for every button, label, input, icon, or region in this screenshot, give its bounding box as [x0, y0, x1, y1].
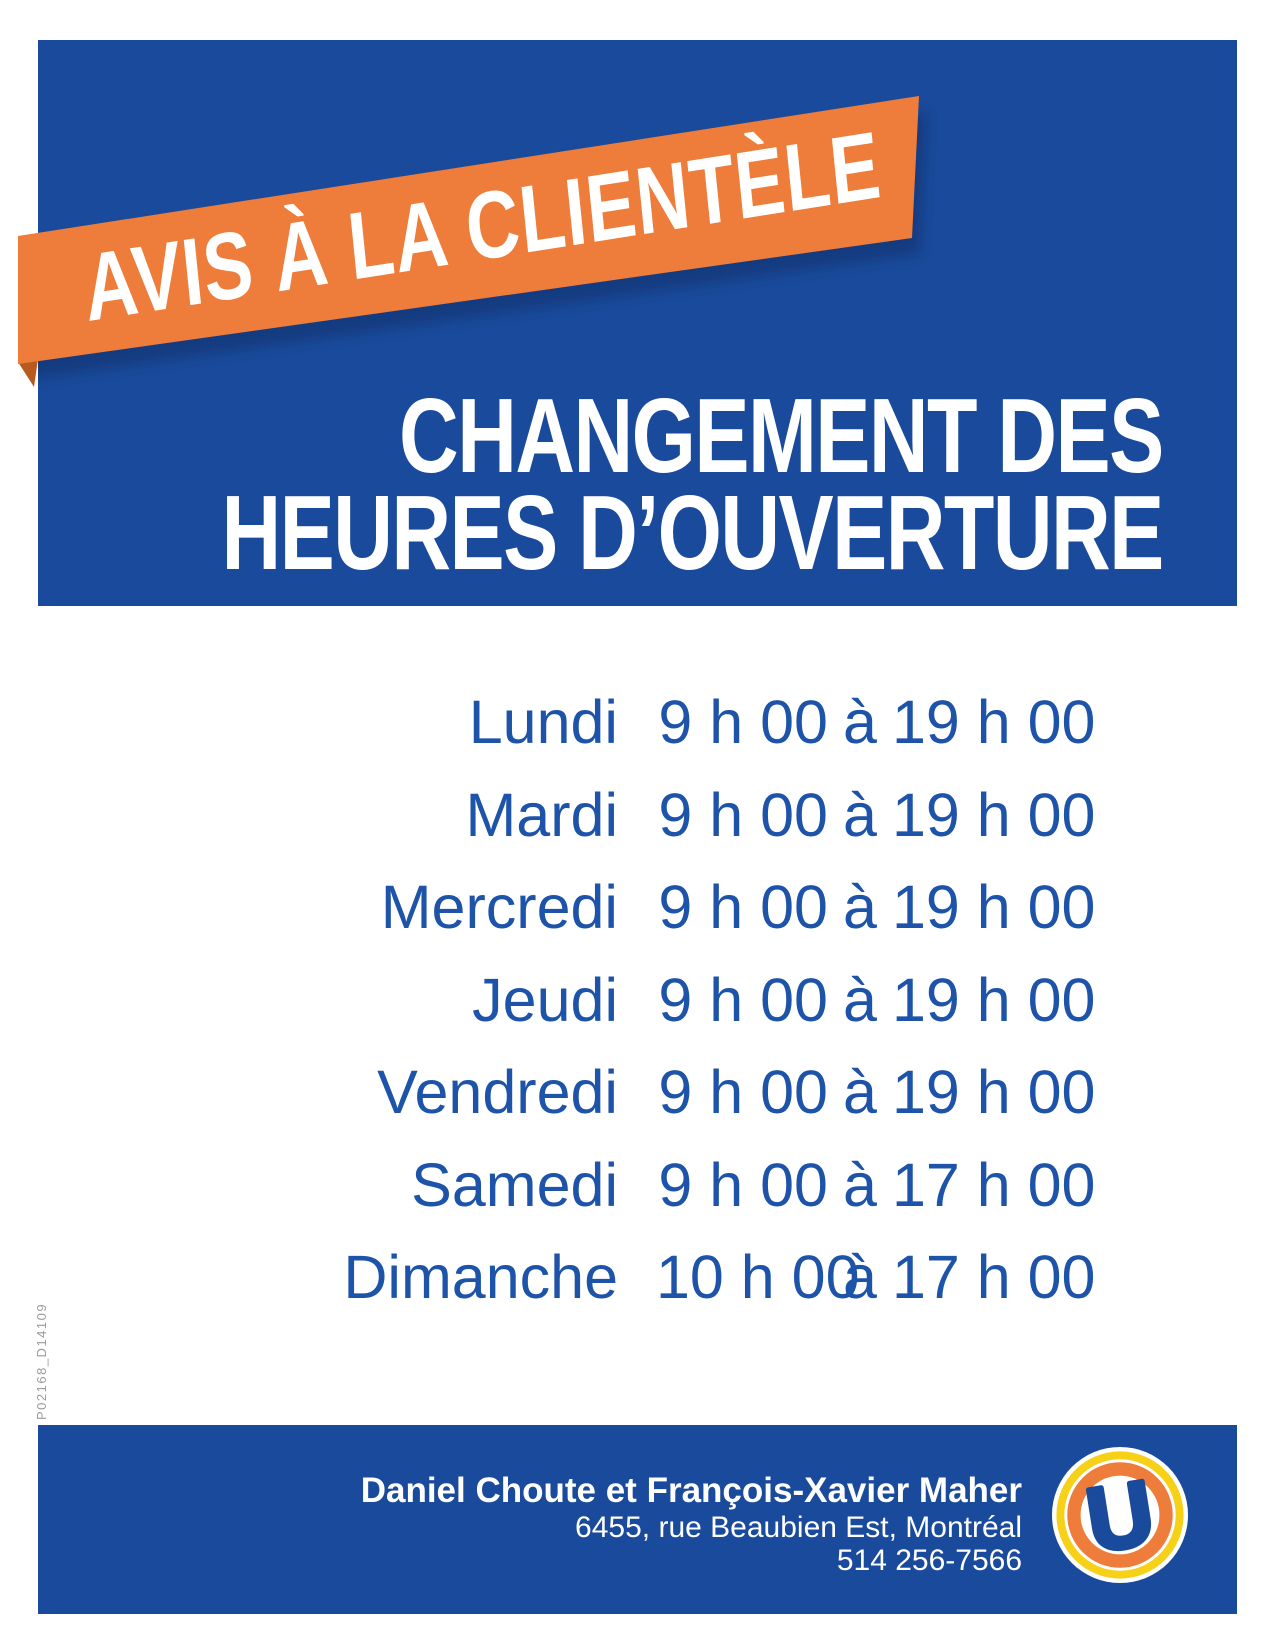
time-range: 9 h 00 à 19 h 00: [656, 1046, 1095, 1139]
opening-hours-table: Lundi 9 h 00 à 19 h 00 Mardi 9 h 00 à 19…: [250, 676, 1150, 1324]
day-label: Mercredi: [380, 873, 618, 941]
day-label: Mardi: [465, 780, 618, 849]
store-logo: U: [1051, 1446, 1189, 1584]
start-time: 10 h 00: [656, 1243, 860, 1311]
start-time: 9 h 00: [658, 1058, 828, 1126]
time-separator: à: [843, 965, 877, 1034]
table-row: Mardi 9 h 00 à 19 h 00: [250, 769, 1150, 862]
logo-disc: [1080, 1475, 1160, 1555]
table-row: Jeudi 9 h 00 à 19 h 00: [250, 954, 1150, 1047]
day-label: Dimanche: [343, 1243, 618, 1311]
end-time: 19 h 00: [891, 873, 1096, 941]
day-label: Samedi: [411, 1150, 618, 1219]
print-code: P02168_D14109: [34, 1302, 49, 1420]
end-time: 19 h 00: [891, 780, 1096, 849]
end-time: 19 h 00: [891, 1058, 1096, 1126]
day-label: Jeudi: [472, 965, 618, 1034]
start-time: 9 h 00: [658, 688, 828, 756]
title-line-1: CHANGEMENT DES: [399, 377, 1164, 495]
store-phone: 514 256-7566: [836, 1544, 1022, 1577]
time-separator: à: [843, 1058, 877, 1126]
table-row: Samedi 9 h 00 à 17 h 00: [250, 1139, 1150, 1232]
store-address: 6455, rue Beaubien Est, Montréal: [575, 1511, 1022, 1544]
end-time: 19 h 00: [891, 688, 1096, 756]
page-title: CHANGEMENT DES HEURES D’OUVERTURE: [0, 377, 1165, 592]
end-time: 17 h 00: [891, 1243, 1096, 1311]
start-time: 9 h 00: [658, 1150, 828, 1219]
day-label: Lundi: [468, 688, 618, 756]
table-row: Mercredi 9 h 00 à 19 h 00: [250, 861, 1150, 954]
footer-bar: Daniel Choute et François-Xavier Maher 6…: [38, 1425, 1237, 1614]
end-time: 17 h 00: [891, 1150, 1096, 1219]
owners-names: Daniel Choute et François-Xavier Maher: [360, 1471, 1022, 1510]
time-separator: à: [843, 873, 877, 941]
title-line-2: HEURES D’OUVERTURE: [221, 474, 1165, 592]
ribbon-fold: [18, 359, 38, 387]
table-row: Dimanche 10 h 00 à 17 h 00: [250, 1231, 1150, 1324]
time-range: 10 h 00 à 17 h 00: [656, 1231, 1095, 1324]
time-range: 9 h 00 à 19 h 00: [656, 769, 1095, 862]
table-row: Lundi 9 h 00 à 19 h 00: [250, 676, 1150, 769]
time-range: 9 h 00 à 19 h 00: [656, 861, 1095, 954]
time-separator: à: [843, 688, 877, 756]
start-time: 9 h 00: [658, 780, 828, 849]
table-row: Vendredi 9 h 00 à 19 h 00: [250, 1046, 1150, 1139]
day-label: Vendredi: [377, 1058, 618, 1126]
footer-contact-block: Daniel Choute et François-Xavier Maher 6…: [361, 1471, 1022, 1577]
time-separator: à: [843, 1150, 877, 1219]
time-range: 9 h 00 à 19 h 00: [656, 676, 1095, 769]
time-separator: à: [843, 780, 877, 849]
time-range: 9 h 00 à 17 h 00: [656, 1139, 1095, 1232]
time-separator: à: [843, 1243, 877, 1311]
start-time: 9 h 00: [658, 873, 828, 941]
start-time: 9 h 00: [658, 965, 828, 1034]
time-range: 9 h 00 à 19 h 00: [656, 954, 1095, 1047]
end-time: 19 h 00: [891, 965, 1096, 1034]
